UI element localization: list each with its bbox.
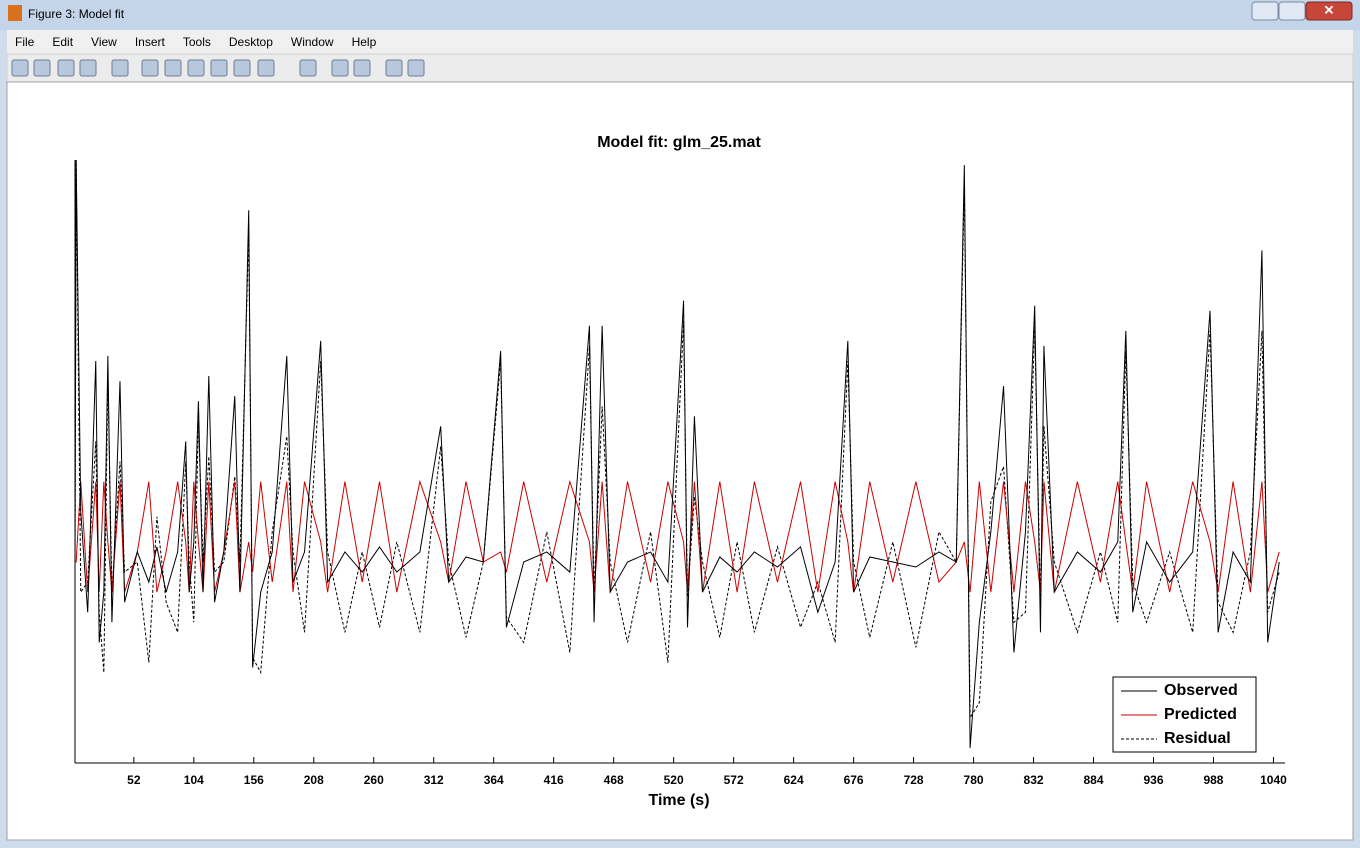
toolbar-button[interactable] [385,59,403,77]
x-tick-label: 676 [844,773,864,787]
toolbar-button[interactable] [331,59,349,77]
toolbar-button[interactable] [164,59,182,77]
x-tick-label: 832 [1024,773,1044,787]
toolbar-button[interactable] [79,59,97,77]
toolbar-button[interactable] [57,59,75,77]
x-tick-label: 988 [1203,773,1223,787]
x-tick-label: 728 [904,773,924,787]
maximize-button[interactable] [1278,1,1306,21]
menu-item[interactable]: Tools [183,35,211,49]
menu-item[interactable]: Insert [135,35,166,49]
toolbar-button[interactable] [233,59,251,77]
toolbar-button[interactable] [210,59,228,77]
x-tick-label: 364 [484,773,504,787]
x-tick-label: 156 [244,773,264,787]
toolbar-button[interactable] [187,59,205,77]
legend-label: Predicted [1164,706,1237,723]
window-title: Figure 3: Model fit [28,7,125,21]
x-tick-label: 520 [664,773,684,787]
title-bar [0,0,1360,30]
close-button[interactable] [1305,1,1353,21]
menu-item[interactable]: Edit [52,35,73,49]
x-tick-label: 208 [304,773,324,787]
series-line [74,159,1280,748]
x-tick-label: 780 [964,773,984,787]
menu-item[interactable]: Window [291,35,334,49]
toolbar-button[interactable] [353,59,371,77]
legend-label: Observed [1164,682,1238,699]
x-tick-label: 416 [544,773,564,787]
x-axis-label: Time (s) [648,792,709,809]
menu-item[interactable]: Desktop [229,35,273,49]
series-line [75,479,1280,593]
menu-bar [7,30,1353,54]
x-tick-label: 104 [184,773,204,787]
x-tick-label: 260 [364,773,384,787]
x-tick-label: 468 [604,773,624,787]
x-tick-label: 624 [784,773,804,787]
minimize-button[interactable] [1251,1,1279,21]
toolbar [6,53,1354,83]
menu-item[interactable]: View [91,35,117,49]
toolbar-button[interactable] [257,59,275,77]
x-tick-label: 884 [1084,773,1104,787]
toolbar-button[interactable] [141,59,159,77]
close-icon: ✕ [1324,2,1335,17]
menu-item[interactable]: File [15,35,35,49]
x-tick-label: 572 [724,773,744,787]
x-tick-label: 1040 [1260,773,1287,787]
menu-item[interactable]: Help [352,35,377,49]
toolbar-button[interactable] [299,59,317,77]
toolbar-button[interactable] [407,59,425,77]
x-tick-label: 312 [424,773,444,787]
x-tick-label: 52 [127,773,141,787]
legend-label: Residual [1164,730,1231,747]
toolbar-button[interactable] [111,59,129,77]
toolbar-button[interactable] [33,59,51,77]
toolbar-button[interactable] [11,59,29,77]
x-tick-label: 936 [1143,773,1163,787]
app-icon [8,5,22,21]
toolbar-icons [11,59,425,77]
chart-title: Model fit: glm_25.mat [597,134,761,151]
